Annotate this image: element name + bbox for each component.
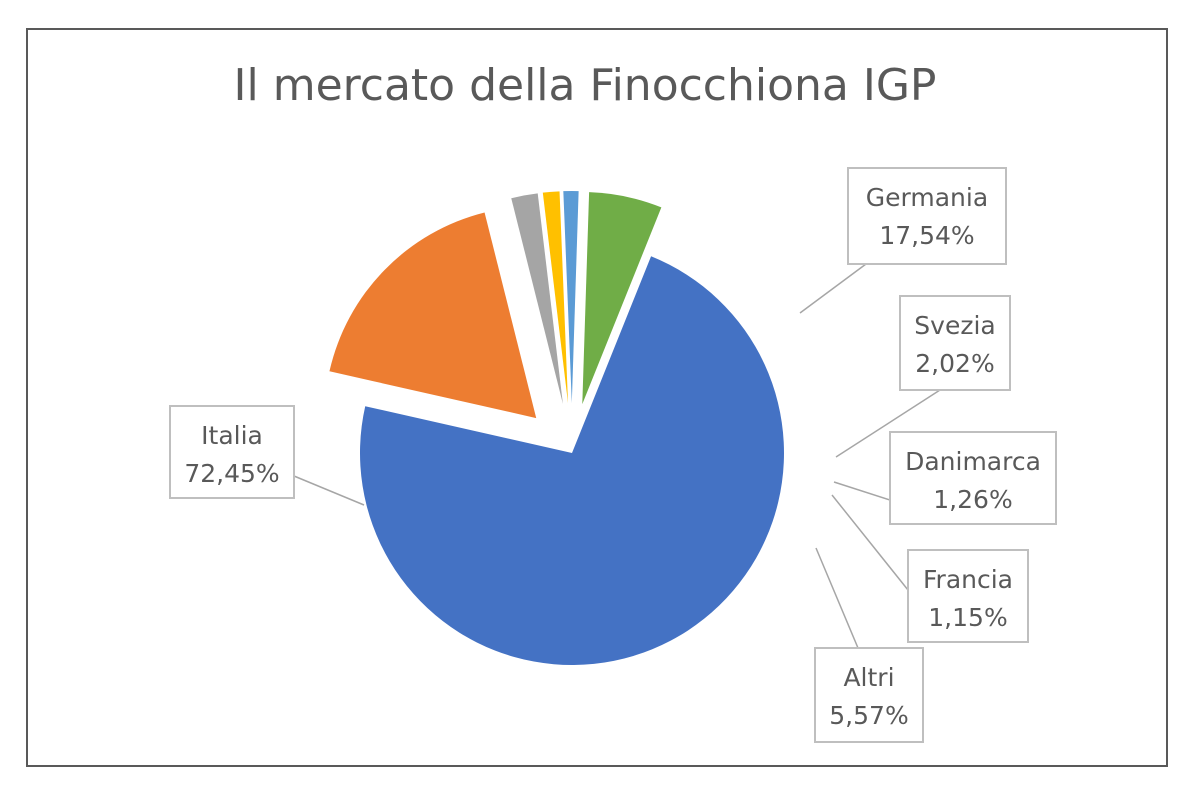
data-label-value: 17,54% [879,221,974,250]
leader-line-danimarca [833,481,891,501]
leader-line-germania [799,263,867,314]
leader-line-altri [815,547,859,649]
pie-slice-francia [563,191,579,404]
leader-line-francia [831,494,909,591]
pie-slice-danimarca [542,191,569,404]
pie-slice-germania [329,212,537,419]
data-label-value: 5,57% [829,701,908,730]
pie-slice-altri [582,192,662,405]
data-label-box [847,167,1007,265]
pie-slice-italia [360,256,785,665]
data-label-value: 2,02% [915,349,994,378]
data-label-value: 1,26% [933,485,1012,514]
data-label-category: Germania [866,183,988,212]
data-label-altri: Altri 5,57% [814,647,924,743]
data-label-box [889,431,1057,525]
data-label-value: 72,45% [184,459,279,488]
pie-slice-svezia [511,193,563,404]
data-label-italia: Italia 72,45% [169,405,295,499]
data-label-box [814,647,924,743]
data-label-category: Italia [201,421,263,450]
data-label-francia: Francia 1,15% [907,549,1029,643]
leader-line-italia [293,475,365,506]
data-label-value: 1,15% [928,603,1007,632]
data-label-category: Svezia [914,311,995,340]
data-label-category: Danimarca [905,447,1041,476]
data-label-box [169,405,295,499]
chart-title: Il mercato della Finocchiona IGP [233,60,937,111]
data-label-svezia: Svezia 2,02% [899,295,1011,391]
data-label-germania: Germania 17,54% [847,167,1007,265]
data-label-category: Altri [843,663,894,692]
data-label-category: Francia [923,565,1013,594]
data-label-danimarca: Danimarca 1,26% [889,431,1057,525]
data-label-box [899,295,1011,391]
leader-line-svezia [835,389,941,458]
data-label-box [907,549,1029,643]
